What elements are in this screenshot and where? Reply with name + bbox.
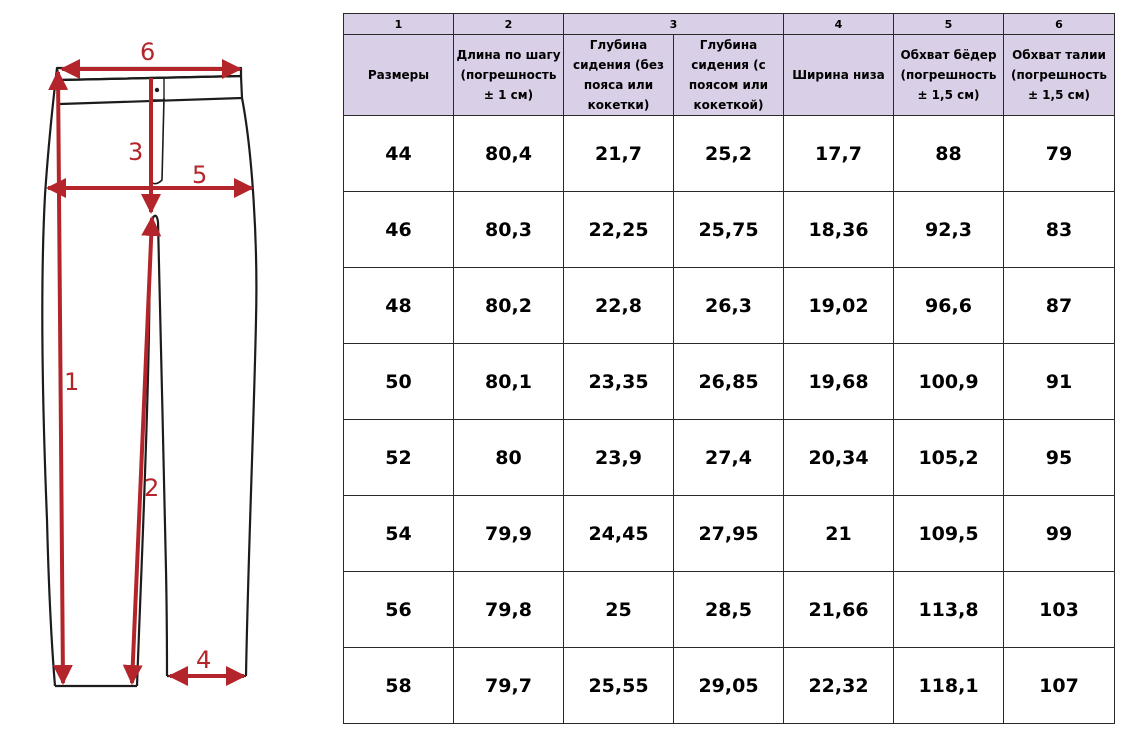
table-cell: 92,3	[893, 191, 1004, 268]
table-cell: 48	[343, 267, 454, 344]
measurement-lines	[46, 59, 254, 686]
measure-label-5: 5	[192, 161, 207, 189]
table-cell: 25	[563, 571, 674, 648]
table-cell: 25,75	[673, 191, 784, 268]
table-cell: 105,2	[893, 419, 1004, 496]
table-cell: 80,3	[453, 191, 564, 268]
column-number: 6	[1003, 13, 1115, 35]
table-cell: 46	[343, 191, 454, 268]
size-table: 1 2 3 4 5 6 Размеры Длина по шагу (погре…	[343, 13, 1115, 724]
table-cell: 19,68	[783, 343, 894, 420]
table-row: 48 80,2 22,8 26,3 19,02 96,6 87	[343, 267, 1115, 344]
table-row: 54 79,9 24,45 27,95 21 109,5 99	[343, 495, 1115, 572]
column-number: 2	[453, 13, 564, 35]
column-header-inseam: Длина по шагу (погрешность ± 1 см)	[453, 34, 564, 116]
column-header-rise-no-waistband: Глубина сидения (без пояса или кокетки)	[563, 34, 674, 116]
table-cell: 100,9	[893, 343, 1004, 420]
table-cell: 21	[783, 495, 894, 572]
table-row: 50 80,1 23,35 26,85 19,68 100,9 91	[343, 343, 1115, 420]
table-cell: 91	[1003, 343, 1115, 420]
table-cell: 56	[343, 571, 454, 648]
column-header-hem-width: Ширина низа	[783, 34, 894, 116]
column-header-hip: Обхват бёдер (погрешность ± 1,5 см)	[893, 34, 1004, 116]
table-cell: 25,55	[563, 647, 674, 724]
table-cell: 26,3	[673, 267, 784, 344]
measure-label-1: 1	[64, 368, 79, 396]
table-cell: 21,66	[783, 571, 894, 648]
table-cell: 80,4	[453, 115, 564, 192]
table-cell: 29,05	[673, 647, 784, 724]
table-cell: 17,7	[783, 115, 894, 192]
column-number-row: 1 2 3 4 5 6	[343, 13, 1115, 35]
table-row: 58 79,7 25,55 29,05 22,32 118,1 107	[343, 647, 1115, 724]
table-cell: 28,5	[673, 571, 784, 648]
column-header-sizes: Размеры	[343, 34, 454, 116]
table-cell: 96,6	[893, 267, 1004, 344]
table-cell: 95	[1003, 419, 1115, 496]
table-cell: 50	[343, 343, 454, 420]
table-cell: 23,9	[563, 419, 674, 496]
measure-label-6: 6	[140, 38, 155, 66]
table-cell: 113,8	[893, 571, 1004, 648]
table-row: 52 80 23,9 27,4 20,34 105,2 95	[343, 419, 1115, 496]
column-number: 5	[893, 13, 1004, 35]
table-cell: 19,02	[783, 267, 894, 344]
table-cell: 80,1	[453, 343, 564, 420]
column-header-rise-with-waistband: Глубина сидения (с поясом или кокеткой)	[673, 34, 784, 116]
table-cell: 118,1	[893, 647, 1004, 724]
table-cell: 27,4	[673, 419, 784, 496]
table-row: 46 80,3 22,25 25,75 18,36 92,3 83	[343, 191, 1115, 268]
table-cell: 79,7	[453, 647, 564, 724]
table-cell: 26,85	[673, 343, 784, 420]
table-cell: 22,25	[563, 191, 674, 268]
table-cell: 54	[343, 495, 454, 572]
column-number: 1	[343, 13, 454, 35]
measure-line-1	[48, 70, 73, 685]
table-cell: 107	[1003, 647, 1115, 724]
column-header-row: Размеры Длина по шагу (погрешность ± 1 с…	[343, 34, 1115, 116]
table-cell: 44	[343, 115, 454, 192]
table-row: 44 80,4 21,7 25,2 17,7 88 79	[343, 115, 1115, 192]
pants-measurement-diagram: 6 3 5 1 2 4	[41, 38, 258, 688]
table-cell: 27,95	[673, 495, 784, 572]
table-cell: 52	[343, 419, 454, 496]
table-cell: 20,34	[783, 419, 894, 496]
table-cell: 83	[1003, 191, 1115, 268]
table-cell: 22,32	[783, 647, 894, 724]
table-cell: 87	[1003, 267, 1115, 344]
measure-label-3: 3	[128, 138, 143, 166]
table-cell: 58	[343, 647, 454, 724]
measure-label-2: 2	[144, 474, 159, 502]
column-number: 3	[563, 13, 784, 35]
table-cell: 103	[1003, 571, 1115, 648]
table-cell: 80,2	[453, 267, 564, 344]
table-cell: 109,5	[893, 495, 1004, 572]
column-number: 4	[783, 13, 894, 35]
table-cell: 25,2	[673, 115, 784, 192]
table-cell: 24,45	[563, 495, 674, 572]
table-cell: 22,8	[563, 267, 674, 344]
table-cell: 79	[1003, 115, 1115, 192]
table-cell: 18,36	[783, 191, 894, 268]
measure-line-2	[122, 216, 162, 685]
column-header-waist: Обхват талии (погрешность ± 1,5 см)	[1003, 34, 1115, 116]
table-row: 56 79,8 25 28,5 21,66 113,8 103	[343, 571, 1115, 648]
table-cell: 23,35	[563, 343, 674, 420]
table-cell: 21,7	[563, 115, 674, 192]
table-cell: 79,9	[453, 495, 564, 572]
table-cell: 99	[1003, 495, 1115, 572]
table-cell: 88	[893, 115, 1004, 192]
table-cell: 79,8	[453, 571, 564, 648]
table-cell: 80	[453, 419, 564, 496]
measure-label-4: 4	[196, 646, 211, 674]
